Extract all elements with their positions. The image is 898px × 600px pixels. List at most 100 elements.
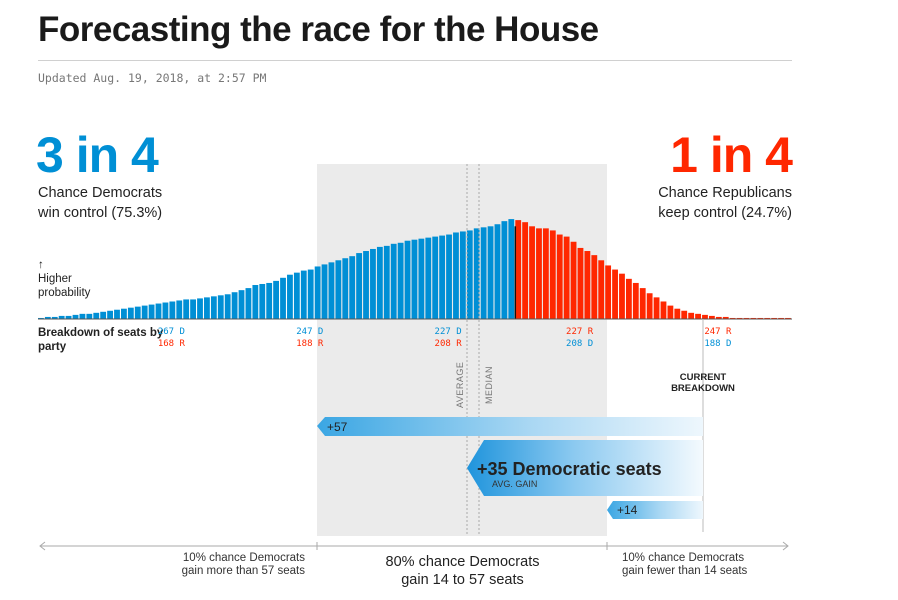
note-right-line2: gain fewer than 14 seats [622, 565, 748, 577]
histogram-bar [459, 231, 466, 319]
histogram-bar [65, 315, 72, 319]
current-label-line1: CURRENT [679, 372, 727, 383]
histogram-bar [134, 306, 141, 319]
note-right: 10% chance Democrats gain fewer than 14 … [622, 552, 782, 578]
histogram-bar [273, 280, 280, 319]
up-arrow-icon: ↑ [38, 259, 44, 271]
histogram-bar [515, 220, 522, 319]
histogram-bar [667, 305, 674, 319]
tick-label-dem: 227 D [435, 327, 462, 337]
rep-caption-line2: keep control (24.7%) [658, 205, 792, 221]
histogram-bar [114, 309, 120, 319]
histogram-bar [563, 236, 570, 319]
range-lower-label: +14 [617, 503, 638, 517]
histogram-bar [349, 256, 356, 319]
note-middle: 80% chance Democrats gain 14 to 57 seats [360, 553, 565, 589]
rep-odds-caption: Chance Republicans keep control (24.7%) [658, 183, 792, 223]
avg-gain-sublabel: AVG. GAIN [492, 479, 537, 489]
histogram-bar [342, 258, 349, 319]
histogram-bar [356, 253, 363, 319]
histogram-bar [632, 282, 639, 319]
higher-probability-label: ↑ Higher probability [38, 258, 90, 300]
histogram-bar [653, 297, 660, 319]
histogram-bar [501, 221, 508, 319]
histogram-bar [376, 246, 383, 319]
histogram-bars [38, 219, 791, 319]
histogram-bar [577, 247, 584, 319]
histogram-bar [300, 270, 307, 319]
breakdown-axis-label: Breakdown of seats by party [38, 327, 164, 353]
note-mid-line1: 80% chance Democrats [385, 554, 540, 570]
histogram-bar [217, 295, 224, 319]
average-label: AVERAGE [455, 362, 465, 408]
range-upper-label: +57 [327, 420, 348, 434]
histogram-bar [695, 313, 701, 319]
histogram-bar [743, 317, 750, 319]
histogram-bar [702, 314, 708, 319]
histogram-bar [259, 283, 266, 319]
histogram-bar [155, 303, 162, 319]
dem-odds-caption: Chance Democrats win control (75.3%) [38, 183, 162, 223]
histogram-bar [397, 242, 404, 319]
histogram-bar [771, 317, 778, 319]
histogram-bar [252, 285, 259, 319]
range-bar-average: +35 Democratic seats AVG. GAIN [467, 440, 703, 496]
histogram-bar [370, 248, 376, 319]
median-label: MEDIAN [484, 366, 494, 404]
histogram-bar [591, 255, 598, 319]
note-left: 10% chance Democrats gain more than 57 s… [150, 552, 305, 578]
higher-label-line1: Higher [38, 273, 72, 285]
histogram-bar [100, 311, 107, 319]
histogram-bar [660, 301, 667, 319]
tick-label-rep: 188 R [296, 339, 324, 349]
histogram-bar [183, 299, 190, 319]
histogram-bar [197, 298, 203, 319]
histogram-bar [549, 230, 556, 319]
title-divider [38, 60, 792, 61]
histogram-bar [466, 230, 473, 319]
histogram-bar [619, 273, 625, 319]
histogram-bar [314, 266, 321, 319]
histogram-bar [605, 265, 612, 319]
histogram-bar [224, 294, 231, 319]
histogram-bar [522, 222, 529, 319]
histogram-bar [425, 237, 432, 319]
dem-caption-line1: Chance Democrats [38, 185, 163, 201]
tick-label-dem: 247 D [296, 327, 323, 337]
histogram-bar [536, 228, 542, 319]
histogram-bar [44, 316, 51, 319]
histogram-bar [453, 232, 459, 319]
histogram-bar [473, 228, 480, 319]
histogram-bar [639, 288, 646, 319]
histogram-bar [757, 317, 764, 319]
histogram-bar [38, 317, 44, 319]
histogram-bar [363, 251, 369, 319]
histogram-bar [529, 226, 535, 319]
tick-label-dem: 188 D [704, 339, 731, 349]
histogram-bar [79, 313, 86, 319]
histogram-bar [383, 245, 390, 319]
histogram-bar [487, 226, 494, 319]
histogram-bar [287, 274, 293, 319]
range-bar-upper: +57 [317, 417, 703, 436]
note-left-line1: 10% chance Democrats [182, 552, 305, 564]
histogram-bar [86, 313, 93, 319]
axis-ticks: 267 D 168 R 247 D 188 R 227 D 208 R 227 R 208 D… [158, 327, 732, 349]
histogram-bar [584, 251, 591, 319]
histogram-bar [778, 317, 784, 319]
histogram-bar [127, 307, 134, 319]
histogram-bar [625, 278, 632, 319]
histogram-bar [750, 317, 757, 319]
histogram-bar [542, 228, 549, 319]
histogram-bar [293, 272, 300, 319]
histogram-bar [93, 312, 100, 319]
tick-label-rep: 247 R [704, 327, 732, 337]
tick-label-dem: 208 D [566, 339, 593, 349]
histogram-bar [681, 310, 688, 319]
histogram-bar [335, 260, 342, 319]
histogram-bar [764, 317, 771, 319]
current-label-line2: BREAKDOWN [671, 383, 735, 394]
tick-label-rep: 168 R [158, 339, 186, 349]
histogram-bar [404, 240, 411, 319]
